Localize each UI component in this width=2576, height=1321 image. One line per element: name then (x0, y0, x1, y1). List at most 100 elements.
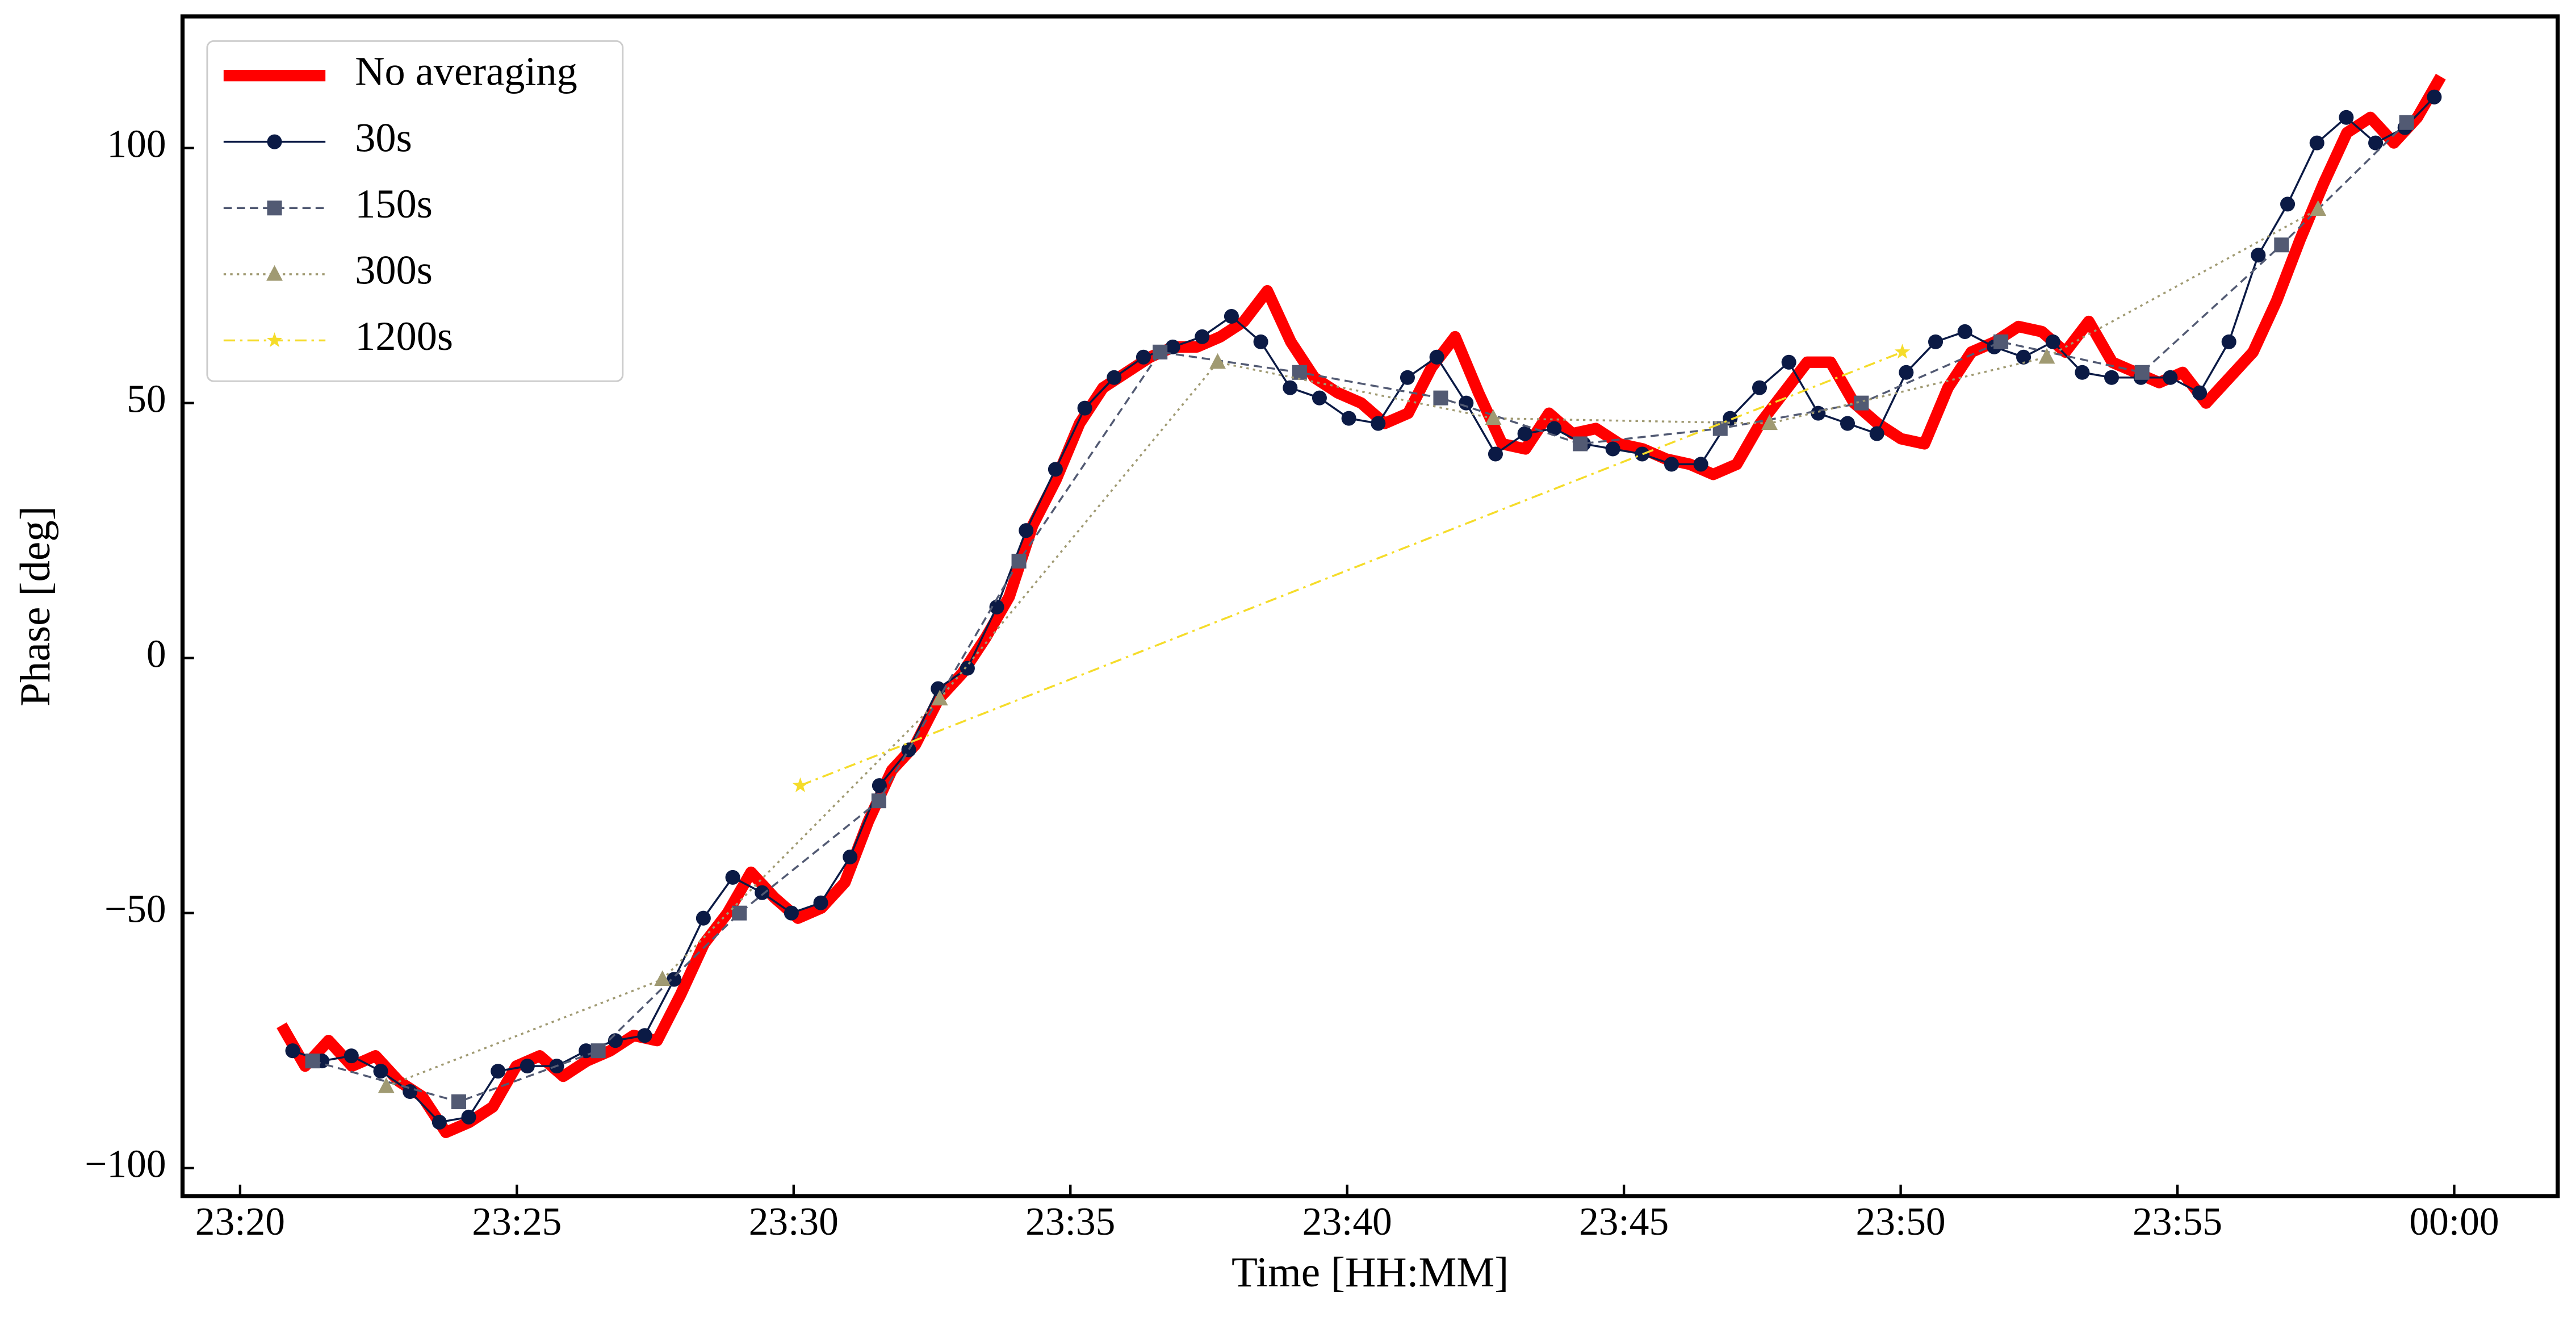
point (2280, 197, 2296, 212)
point (1459, 395, 1474, 411)
point (732, 905, 747, 921)
point (2427, 89, 2442, 104)
x-tick-label: 23:50 (1856, 1200, 1946, 1244)
point (1781, 354, 1796, 370)
legend-box (206, 40, 624, 382)
x-tick-label: 23:40 (1302, 1200, 1392, 1244)
point (2368, 135, 2384, 151)
point (1107, 370, 1122, 385)
point (2221, 334, 2236, 349)
point (305, 1054, 320, 1069)
point (1011, 554, 1027, 569)
legend: No averaging 30s 150s 300s 1200s (206, 40, 624, 382)
point (1517, 426, 1532, 441)
point (1224, 308, 1239, 324)
point (2134, 365, 2150, 380)
point (1165, 339, 1180, 354)
point (1547, 421, 1562, 436)
point (1048, 462, 1063, 477)
point (901, 742, 916, 758)
legend-label: 300s (355, 247, 433, 292)
x-tick-label: 23:45 (1579, 1200, 1669, 1244)
point (637, 1028, 652, 1043)
point (1195, 329, 1210, 344)
point (1077, 400, 1092, 416)
point (1573, 436, 1588, 452)
plot-area (277, 73, 2446, 1138)
point (872, 778, 887, 793)
y-tick-label: −50 (104, 888, 166, 931)
y-tick-label: 50 (127, 378, 166, 421)
point (373, 1064, 388, 1079)
point (344, 1048, 359, 1064)
y-axis-label: Phase [deg] (12, 506, 59, 707)
legend-label: No averaging (355, 49, 577, 94)
point (491, 1064, 506, 1079)
point (1485, 409, 1502, 425)
point (2038, 348, 2055, 364)
point (871, 793, 886, 809)
point (1899, 365, 1914, 380)
point (1894, 344, 1911, 359)
point (1341, 411, 1356, 426)
point (1752, 380, 1767, 395)
point (654, 970, 671, 986)
series-line (799, 351, 1903, 787)
point (1488, 446, 1503, 462)
point (1664, 457, 1679, 472)
point (266, 265, 283, 281)
x-tick-label: 23:30 (749, 1200, 839, 1244)
point (784, 905, 799, 921)
y-tick-label: −100 (85, 1143, 166, 1186)
point (843, 849, 858, 864)
point (1371, 416, 1386, 431)
point (2274, 237, 2289, 253)
point (2016, 349, 2032, 365)
point (2310, 200, 2327, 216)
x-tick-label: 00:00 (2409, 1200, 2499, 1244)
point (1292, 365, 1307, 380)
point (1840, 416, 1855, 431)
point (2251, 248, 2266, 263)
point (2309, 135, 2324, 151)
point (2163, 370, 2178, 385)
point (1993, 334, 2009, 349)
legend-label: 30s (355, 115, 412, 160)
x-axis-label: Time [HH:MM] (1232, 1249, 1509, 1296)
point (1869, 426, 1884, 441)
point (1712, 421, 1728, 436)
point (960, 660, 975, 676)
point (1957, 324, 1972, 339)
point (667, 972, 682, 987)
point (2045, 334, 2060, 349)
point (266, 332, 283, 348)
point (1209, 353, 1226, 369)
point (2075, 365, 2090, 380)
point (1635, 446, 1650, 462)
point (813, 895, 828, 910)
point (755, 885, 770, 900)
x-tick-label: 23:35 (1025, 1200, 1115, 1244)
point (1153, 344, 1168, 359)
point (451, 1094, 466, 1110)
point (1429, 349, 1444, 365)
point (2399, 115, 2414, 130)
point (1605, 441, 1620, 457)
x-tick-label: 23:55 (2133, 1200, 2222, 1244)
point (267, 134, 282, 149)
point (1400, 370, 1415, 385)
point (792, 777, 809, 792)
point (378, 1077, 395, 1093)
point (267, 200, 282, 216)
point (1136, 349, 1151, 365)
y-tick-label: 0 (146, 633, 166, 676)
point (1433, 390, 1448, 406)
plot-frame (180, 14, 2560, 1198)
x-tick-label: 23:25 (472, 1200, 562, 1244)
y-tick-label: 100 (107, 123, 166, 166)
point (725, 869, 740, 885)
legend-label: 150s (355, 181, 433, 227)
series-line (312, 122, 2407, 1103)
